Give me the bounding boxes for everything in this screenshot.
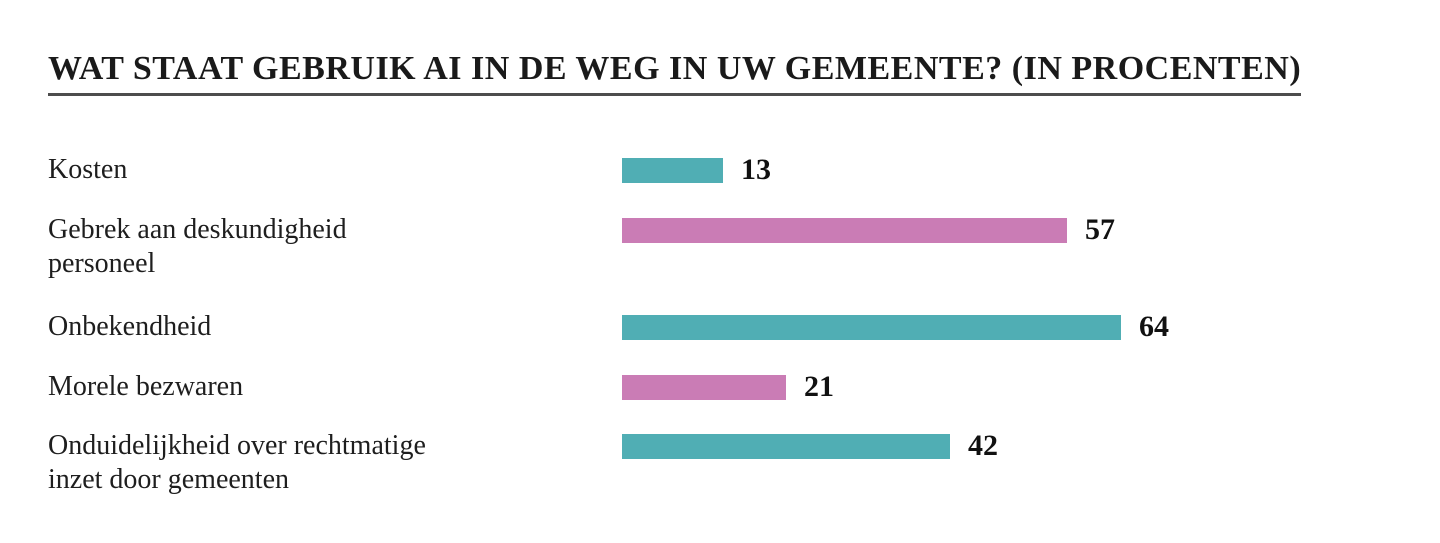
chart-title: WAT STAAT GEBRUIK AI IN DE WEG IN UW GEM… — [48, 50, 1302, 96]
bar — [622, 314, 1121, 340]
category-label: Kosten — [48, 154, 128, 185]
value-label: 21 — [804, 370, 834, 403]
chart-row: Onduidelijkheid over rechtmatige inzet d… — [48, 429, 1408, 495]
bar — [622, 433, 950, 459]
bar-area: 13 — [622, 153, 771, 187]
chart-row: Morele bezwaren 21 — [48, 370, 1408, 404]
category-label: Onduidelijkheid over rechtmatige inzet d… — [48, 430, 426, 495]
bar-area: 64 — [622, 310, 1169, 344]
value-label: 13 — [741, 153, 771, 186]
bar-area: 57 — [622, 213, 1115, 247]
category-label: Morele bezwaren — [48, 371, 244, 402]
bar — [622, 157, 723, 183]
category-label: Onbekendheid — [48, 311, 212, 342]
bar — [622, 374, 786, 400]
value-label: 42 — [968, 429, 998, 462]
bar-area: 42 — [622, 429, 998, 463]
value-label: 57 — [1085, 213, 1115, 246]
category-label: Gebrek aan deskundigheid personeel — [48, 214, 347, 279]
value-label: 64 — [1139, 310, 1169, 343]
bar — [622, 217, 1067, 243]
chart-row: Onbekendheid 64 — [48, 310, 1408, 344]
chart-row: Gebrek aan deskundigheid personeel 57 — [48, 213, 1408, 279]
chart-row: Kosten 13 — [48, 153, 1408, 187]
bar-area: 21 — [622, 370, 834, 404]
